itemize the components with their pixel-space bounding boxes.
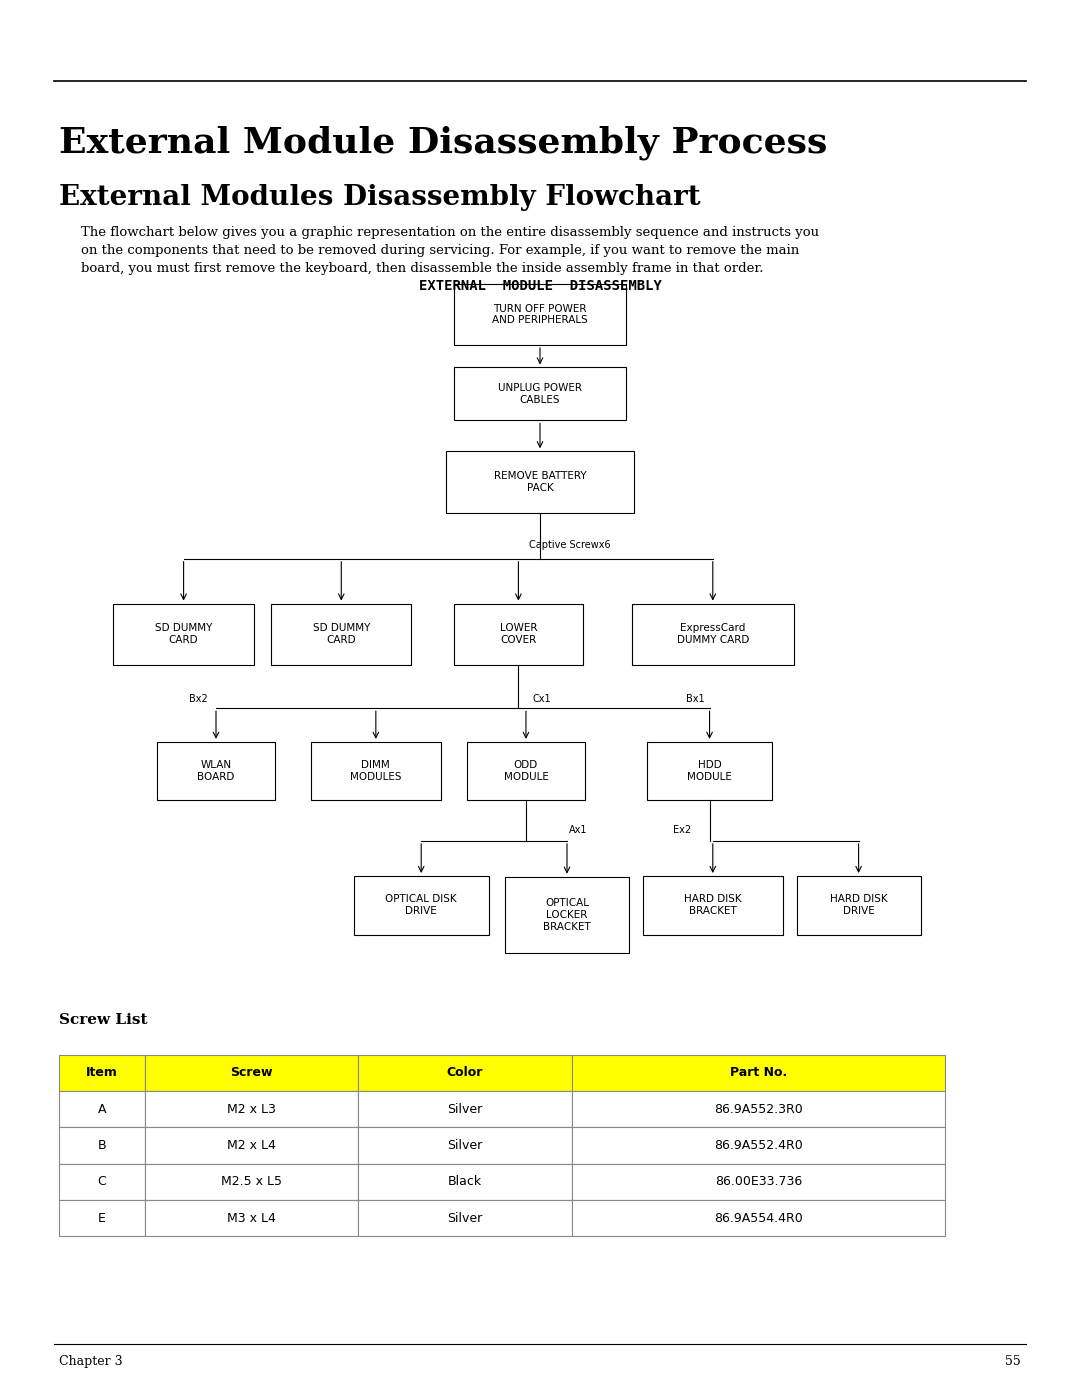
Bar <box>145 1200 359 1236</box>
Text: B: B <box>98 1139 107 1153</box>
Text: HARD DISK
DRIVE: HARD DISK DRIVE <box>829 894 888 916</box>
Text: OPTICAL DISK
DRIVE: OPTICAL DISK DRIVE <box>386 894 457 916</box>
Text: Item: Item <box>86 1066 118 1080</box>
Text: E: E <box>98 1211 106 1225</box>
Text: DIMM
MODULES: DIMM MODULES <box>350 760 402 782</box>
FancyBboxPatch shape <box>354 876 488 935</box>
Bar <box>145 1127 359 1164</box>
Bar <box>359 1164 571 1200</box>
Text: 86.9A552.4R0: 86.9A552.4R0 <box>714 1139 802 1153</box>
Text: REMOVE BATTERY
PACK: REMOVE BATTERY PACK <box>494 471 586 493</box>
Text: Screw List: Screw List <box>59 1013 148 1027</box>
Text: ExpressCard
DUMMY CARD: ExpressCard DUMMY CARD <box>676 623 750 645</box>
FancyBboxPatch shape <box>797 876 920 935</box>
Text: Ax1: Ax1 <box>569 826 588 835</box>
Text: 86.9A552.3R0: 86.9A552.3R0 <box>714 1102 802 1116</box>
Text: M2 x L4: M2 x L4 <box>227 1139 275 1153</box>
Bar <box>571 1127 945 1164</box>
Text: M2 x L3: M2 x L3 <box>227 1102 275 1116</box>
Bar <box>571 1164 945 1200</box>
Text: 55: 55 <box>1004 1355 1021 1368</box>
Text: Chapter 3: Chapter 3 <box>59 1355 123 1368</box>
Text: OPTICAL
LOCKER
BRACKET: OPTICAL LOCKER BRACKET <box>543 898 591 932</box>
Text: WLAN
BOARD: WLAN BOARD <box>198 760 234 782</box>
Bar <box>59 1055 145 1091</box>
Bar <box>59 1164 145 1200</box>
Bar <box>59 1091 145 1127</box>
Text: C: C <box>97 1175 107 1189</box>
Text: LOWER
COVER: LOWER COVER <box>500 623 537 645</box>
Bar <box>59 1127 145 1164</box>
Bar <box>145 1164 359 1200</box>
FancyBboxPatch shape <box>311 742 441 800</box>
Text: SD DUMMY
CARD: SD DUMMY CARD <box>154 623 213 645</box>
Text: Ex2: Ex2 <box>673 826 691 835</box>
Text: External Module Disassembly Process: External Module Disassembly Process <box>59 126 827 161</box>
FancyBboxPatch shape <box>648 742 772 800</box>
Text: Part No.: Part No. <box>730 1066 787 1080</box>
Text: UNPLUG POWER
CABLES: UNPLUG POWER CABLES <box>498 383 582 405</box>
Text: Silver: Silver <box>447 1211 483 1225</box>
FancyBboxPatch shape <box>454 284 626 345</box>
Bar <box>359 1200 571 1236</box>
FancyBboxPatch shape <box>505 877 629 954</box>
FancyBboxPatch shape <box>643 876 783 935</box>
FancyBboxPatch shape <box>157 742 275 800</box>
Text: Cx1: Cx1 <box>532 694 551 704</box>
FancyBboxPatch shape <box>467 742 585 800</box>
Text: External Modules Disassembly Flowchart: External Modules Disassembly Flowchart <box>59 184 701 211</box>
Text: EXTERNAL  MODULE  DISASSEMBLY: EXTERNAL MODULE DISASSEMBLY <box>419 279 661 293</box>
Bar <box>359 1055 571 1091</box>
Text: Black: Black <box>448 1175 482 1189</box>
Text: M3 x L4: M3 x L4 <box>227 1211 275 1225</box>
FancyBboxPatch shape <box>454 367 626 420</box>
Bar <box>145 1055 359 1091</box>
Text: TURN OFF POWER
AND PERIPHERALS: TURN OFF POWER AND PERIPHERALS <box>492 303 588 326</box>
Text: The flowchart below gives you a graphic representation on the entire disassembly: The flowchart below gives you a graphic … <box>81 226 819 275</box>
Bar <box>571 1091 945 1127</box>
Text: Screw: Screw <box>230 1066 273 1080</box>
Bar <box>145 1091 359 1127</box>
Text: Bx1: Bx1 <box>686 694 704 704</box>
Text: HARD DISK
BRACKET: HARD DISK BRACKET <box>684 894 742 916</box>
Bar <box>359 1127 571 1164</box>
Text: Silver: Silver <box>447 1139 483 1153</box>
Text: Captive Screwx6: Captive Screwx6 <box>529 541 611 550</box>
FancyBboxPatch shape <box>113 604 254 665</box>
Bar <box>359 1091 571 1127</box>
Text: Bx2: Bx2 <box>189 694 207 704</box>
FancyBboxPatch shape <box>271 604 411 665</box>
Bar <box>59 1200 145 1236</box>
Text: SD DUMMY
CARD: SD DUMMY CARD <box>312 623 370 645</box>
Text: M2.5 x L5: M2.5 x L5 <box>221 1175 282 1189</box>
Bar <box>571 1200 945 1236</box>
Bar <box>571 1055 945 1091</box>
FancyBboxPatch shape <box>446 451 634 513</box>
FancyBboxPatch shape <box>454 604 583 665</box>
Text: HDD
MODULE: HDD MODULE <box>687 760 732 782</box>
Text: A: A <box>98 1102 106 1116</box>
Text: Silver: Silver <box>447 1102 483 1116</box>
Text: ODD
MODULE: ODD MODULE <box>503 760 549 782</box>
Text: 86.9A554.4R0: 86.9A554.4R0 <box>714 1211 802 1225</box>
Text: 86.00E33.736: 86.00E33.736 <box>715 1175 802 1189</box>
Text: Color: Color <box>447 1066 483 1080</box>
FancyBboxPatch shape <box>632 604 794 665</box>
